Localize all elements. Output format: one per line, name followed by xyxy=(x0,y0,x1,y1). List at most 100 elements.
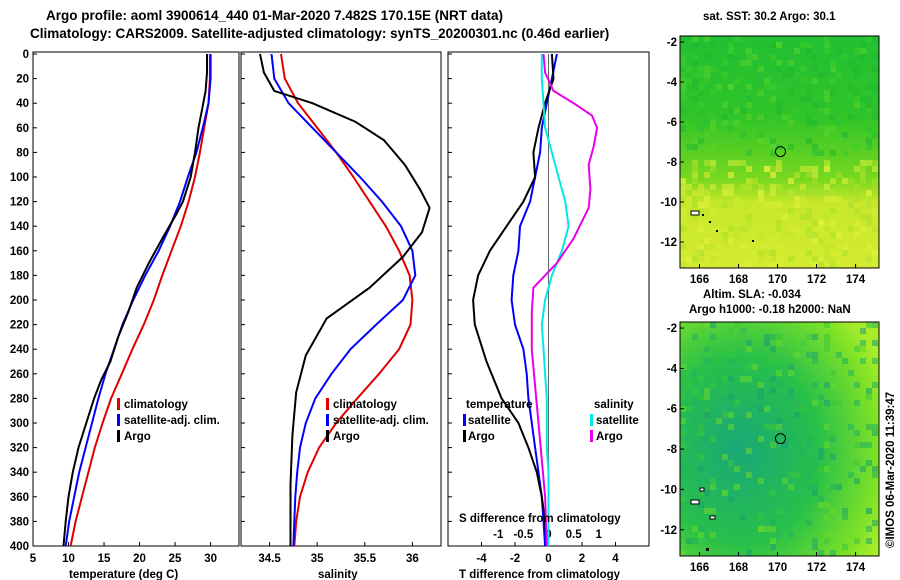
heatmap-cell xyxy=(710,478,716,484)
heatmap-cell xyxy=(680,502,686,508)
heatmap-cell xyxy=(770,538,776,544)
heatmap-cell xyxy=(854,196,860,202)
argo-position-marker xyxy=(774,146,786,158)
heatmap-cell xyxy=(872,90,878,96)
heatmap-cell xyxy=(776,418,782,424)
heatmap-cell xyxy=(824,340,830,346)
heatmap-cell xyxy=(836,172,842,178)
heatmap-cell xyxy=(770,214,776,220)
heatmap-cell xyxy=(686,78,692,84)
heatmap-cell xyxy=(728,466,734,472)
heatmap-cell xyxy=(746,42,752,48)
heatmap-cell xyxy=(782,214,788,220)
x-tick-label: 10 xyxy=(62,553,75,565)
heatmap-cell xyxy=(692,418,698,424)
x-tick-label: 25 xyxy=(169,553,182,565)
heatmap-cell xyxy=(680,214,686,220)
heatmap-cell xyxy=(830,256,836,262)
heatmap-cell xyxy=(770,144,776,150)
heatmap-cell xyxy=(704,66,710,72)
heatmap-cell xyxy=(704,412,710,418)
heatmap-cell xyxy=(824,250,830,256)
heatmap-cell xyxy=(830,114,836,120)
heatmap-cell xyxy=(716,84,722,90)
heatmap-cell xyxy=(680,430,686,436)
heatmap-cell xyxy=(860,328,866,334)
heatmap-cell xyxy=(812,54,818,60)
heatmap-cell xyxy=(824,108,830,114)
heatmap-cell xyxy=(704,132,710,138)
depth-tick-label: 20 xyxy=(16,74,29,86)
heatmap-cell xyxy=(746,184,752,190)
heatmap-cell xyxy=(704,490,710,496)
heatmap-cell xyxy=(704,238,710,244)
heatmap-cell xyxy=(824,160,830,166)
legend-swatch-argo xyxy=(117,430,120,442)
heatmap-cell xyxy=(680,442,686,448)
heatmap-cell xyxy=(854,442,860,448)
salinity-axis-label: salinity xyxy=(318,569,358,580)
heatmap-cell xyxy=(758,208,764,214)
heatmap-cell xyxy=(776,202,782,208)
heatmap-cell xyxy=(680,550,686,556)
heatmap-cell xyxy=(836,484,842,490)
depth-tick-label: 240 xyxy=(10,344,29,356)
depth-tick-label: 160 xyxy=(10,246,29,258)
map-y-tick-label: -12 xyxy=(660,237,677,249)
heatmap-cell xyxy=(710,166,716,172)
heatmap-cell xyxy=(854,208,860,214)
heatmap-cell xyxy=(800,214,806,220)
heatmap-cell xyxy=(692,60,698,66)
heatmap-cell xyxy=(698,120,704,126)
salinity-plot: 34.5 35 35.5 36 xyxy=(241,53,431,565)
heatmap-cell xyxy=(788,66,794,72)
heatmap-cell xyxy=(824,532,830,538)
heatmap-cell xyxy=(722,490,728,496)
heatmap-cell xyxy=(770,42,776,48)
heatmap-cell xyxy=(764,196,770,202)
heatmap-cell xyxy=(710,208,716,214)
heatmap-cell xyxy=(854,400,860,406)
heatmap-cell xyxy=(770,358,776,364)
heatmap-cell xyxy=(698,250,704,256)
heatmap-cell xyxy=(698,226,704,232)
heatmap-cell xyxy=(764,42,770,48)
heatmap-cell xyxy=(740,160,746,166)
heatmap-cell xyxy=(812,538,818,544)
heatmap-cell xyxy=(698,436,704,442)
heatmap-cell xyxy=(872,54,878,60)
heatmap-cell xyxy=(854,478,860,484)
heatmap-cell xyxy=(812,150,818,156)
heatmap-cell xyxy=(692,388,698,394)
heatmap-cell xyxy=(836,400,842,406)
heatmap-cell xyxy=(830,454,836,460)
heatmap-cell xyxy=(872,108,878,114)
heatmap-cell xyxy=(710,244,716,250)
heatmap-cell xyxy=(818,190,824,196)
heatmap-cell xyxy=(680,60,686,66)
heatmap-cell xyxy=(680,72,686,78)
heatmap-cell xyxy=(866,72,872,78)
heatmap-cell xyxy=(860,226,866,232)
heatmap-cell xyxy=(866,108,872,114)
heatmap-cell xyxy=(704,508,710,514)
heatmap-cell xyxy=(866,538,872,544)
x2-tick-label: 0.5 xyxy=(566,529,583,541)
heatmap-cell xyxy=(812,66,818,72)
heatmap-cell xyxy=(794,48,800,54)
heatmap-cell xyxy=(776,424,782,430)
imos-credit: ©IMOS 06-Mar-2020 11:39:47 xyxy=(885,392,897,548)
heatmap-cell xyxy=(872,466,878,472)
heatmap-cell xyxy=(866,132,872,138)
heatmap-cell xyxy=(758,382,764,388)
heatmap-cell xyxy=(800,406,806,412)
heatmap-cell xyxy=(758,138,764,144)
heatmap-cell xyxy=(866,508,872,514)
heatmap-cell xyxy=(698,454,704,460)
heatmap-cell xyxy=(680,150,686,156)
heatmap-cell xyxy=(842,514,848,520)
heatmap-cell xyxy=(860,48,866,54)
map-x-tick-label: 172 xyxy=(807,274,826,286)
heatmap-cell xyxy=(776,42,782,48)
heatmap-cell xyxy=(776,508,782,514)
